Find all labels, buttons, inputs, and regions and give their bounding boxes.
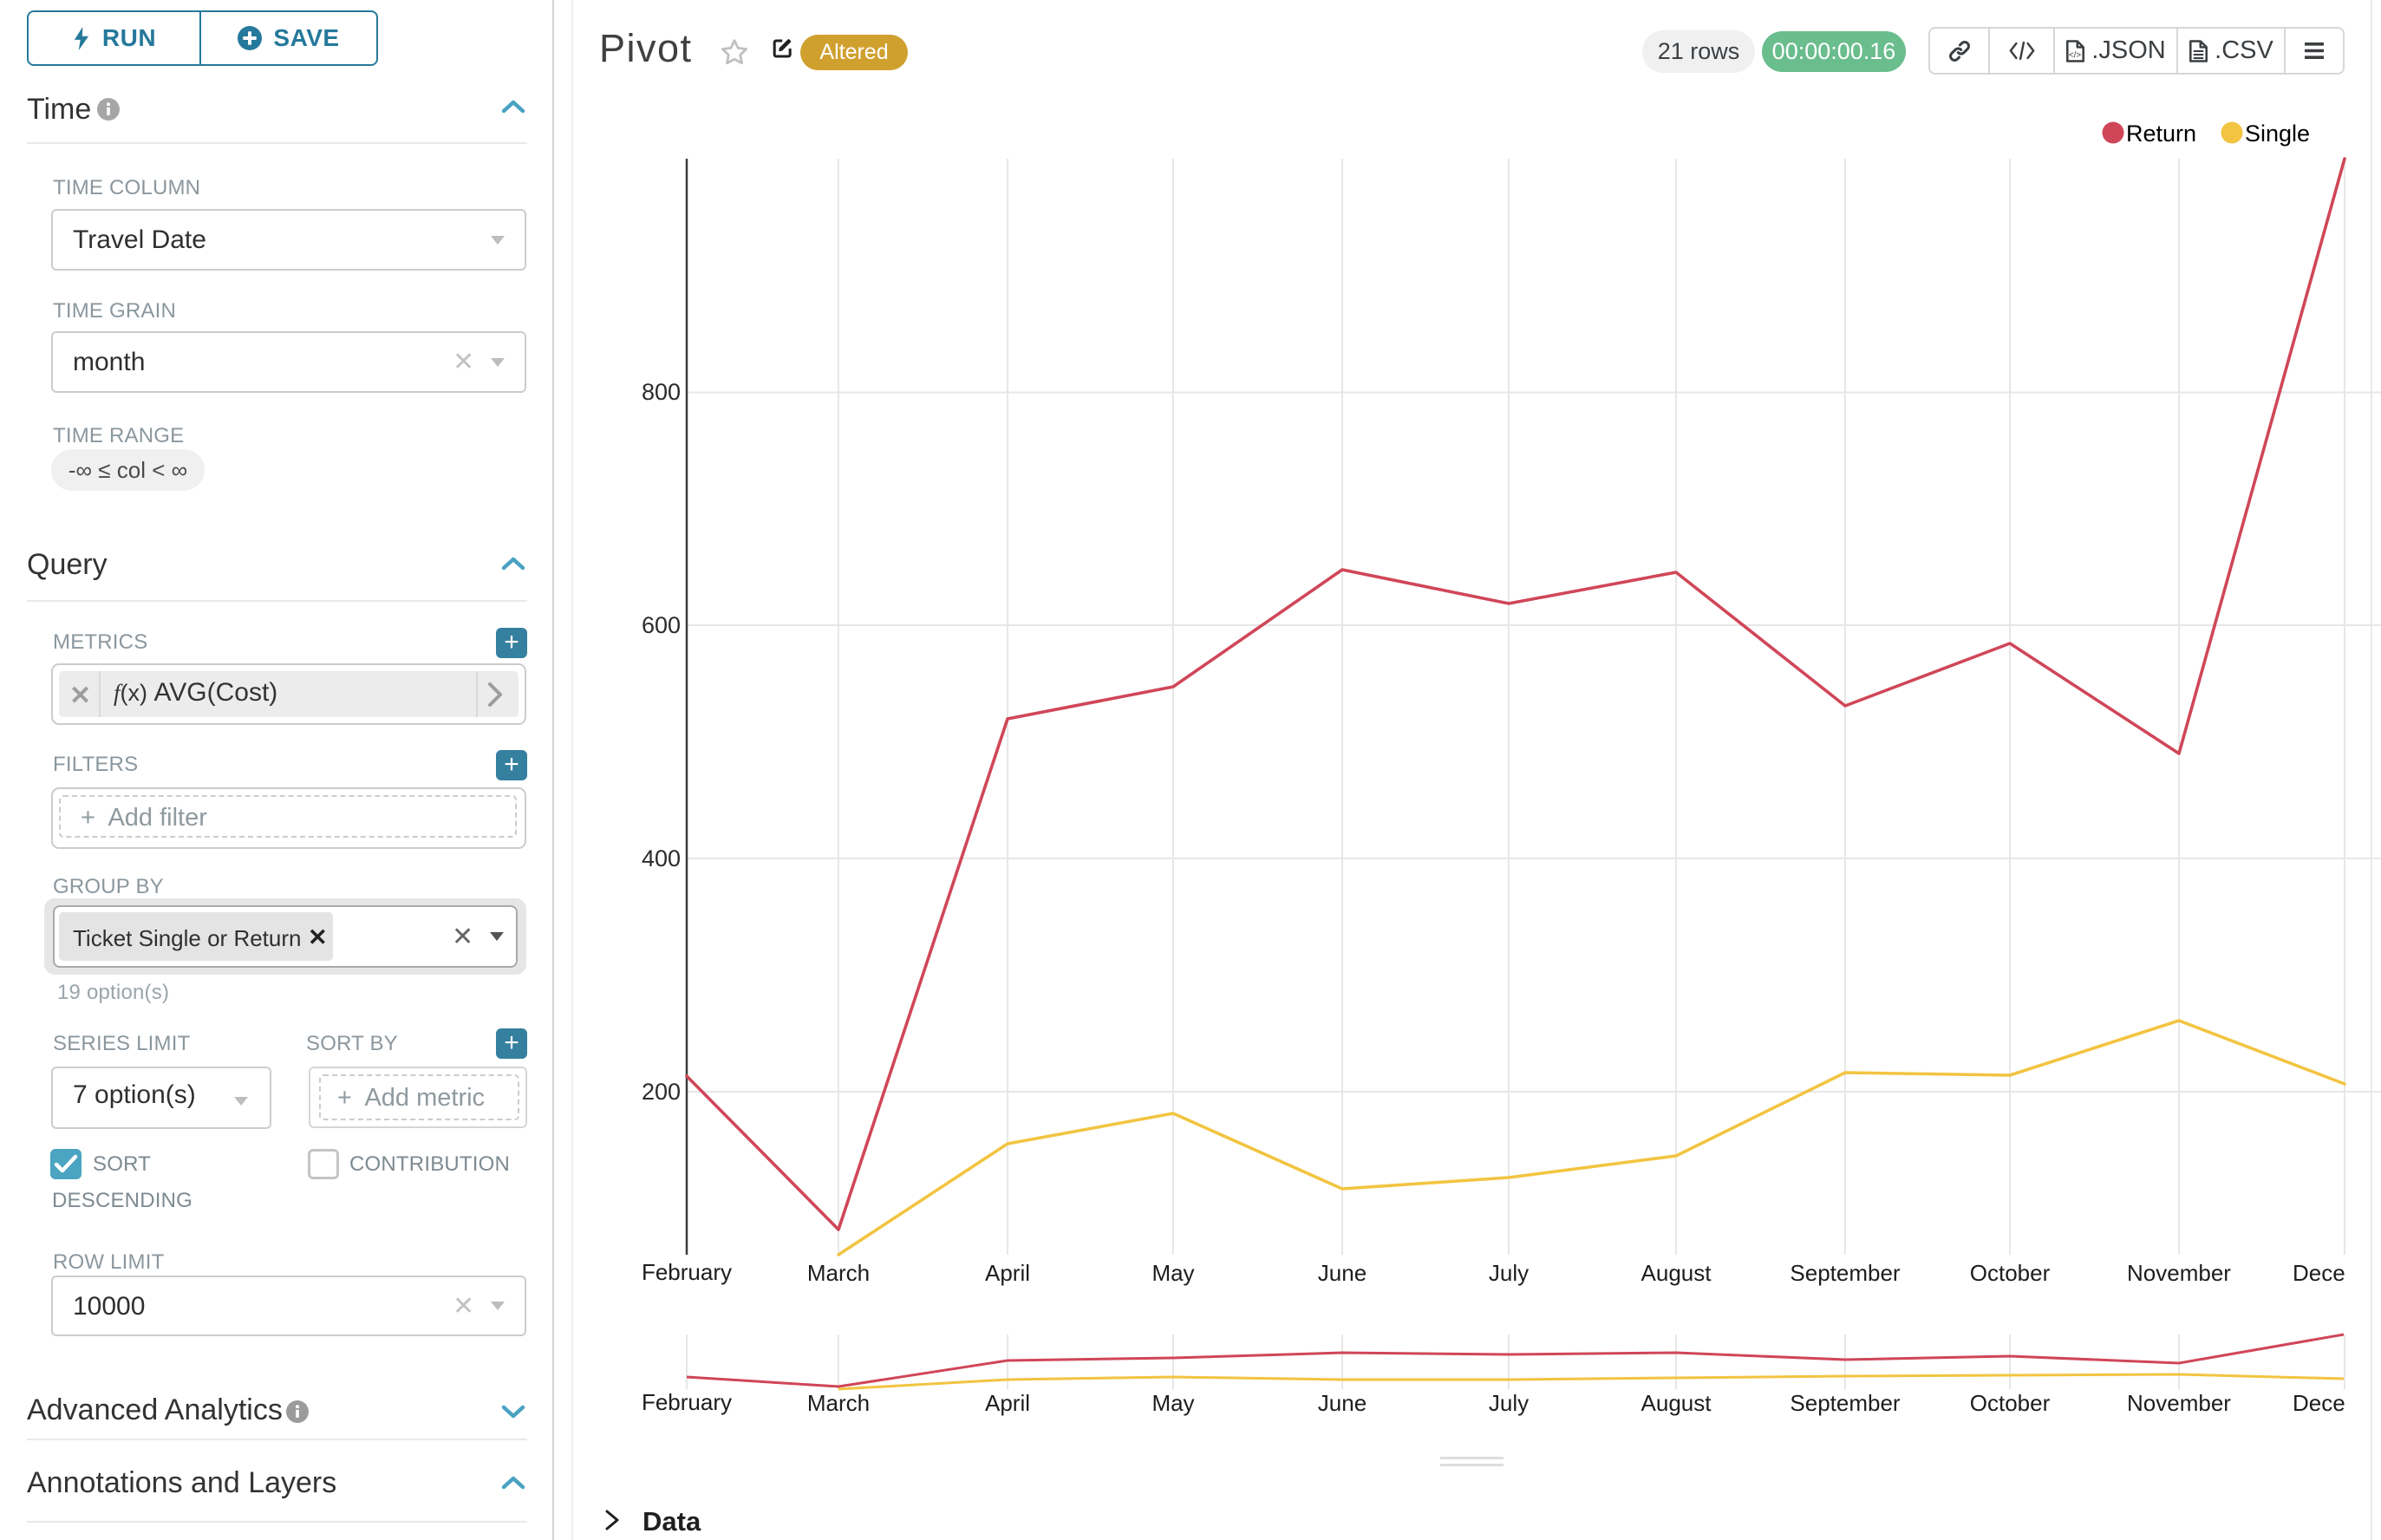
svg-text:Single: Single bbox=[2245, 121, 2310, 147]
svg-text:April: April bbox=[985, 1260, 1030, 1286]
svg-text:August: August bbox=[1641, 1260, 1712, 1286]
svg-text:June: June bbox=[1318, 1390, 1367, 1416]
svg-text:March: March bbox=[807, 1390, 870, 1416]
svg-text:December: December bbox=[2293, 1260, 2381, 1286]
svg-text:September: September bbox=[1790, 1260, 1901, 1286]
svg-text:February: February bbox=[642, 1389, 732, 1415]
svg-text:October: October bbox=[1970, 1390, 2051, 1416]
svg-text:200: 200 bbox=[642, 1079, 681, 1105]
svg-text:July: July bbox=[1489, 1260, 1529, 1286]
svg-text:December: December bbox=[2293, 1390, 2381, 1416]
svg-text:March: March bbox=[807, 1260, 870, 1286]
svg-text:September: September bbox=[1790, 1390, 1901, 1416]
svg-text:August: August bbox=[1641, 1390, 1712, 1416]
svg-text:October: October bbox=[1970, 1260, 2051, 1286]
svg-text:April: April bbox=[985, 1390, 1030, 1416]
svg-text:800: 800 bbox=[642, 379, 681, 405]
svg-text:November: November bbox=[2127, 1260, 2231, 1286]
svg-text:May: May bbox=[1151, 1260, 1194, 1286]
svg-text:</>: </> bbox=[2069, 50, 2081, 60]
svg-text:February: February bbox=[642, 1259, 732, 1285]
svg-text:600: 600 bbox=[642, 612, 681, 638]
svg-text:Return: Return bbox=[2126, 121, 2196, 147]
svg-text:June: June bbox=[1318, 1260, 1367, 1286]
svg-text:May: May bbox=[1151, 1390, 1194, 1416]
svg-text:July: July bbox=[1489, 1390, 1529, 1416]
svg-text:November: November bbox=[2127, 1390, 2231, 1416]
svg-text:400: 400 bbox=[642, 845, 681, 871]
